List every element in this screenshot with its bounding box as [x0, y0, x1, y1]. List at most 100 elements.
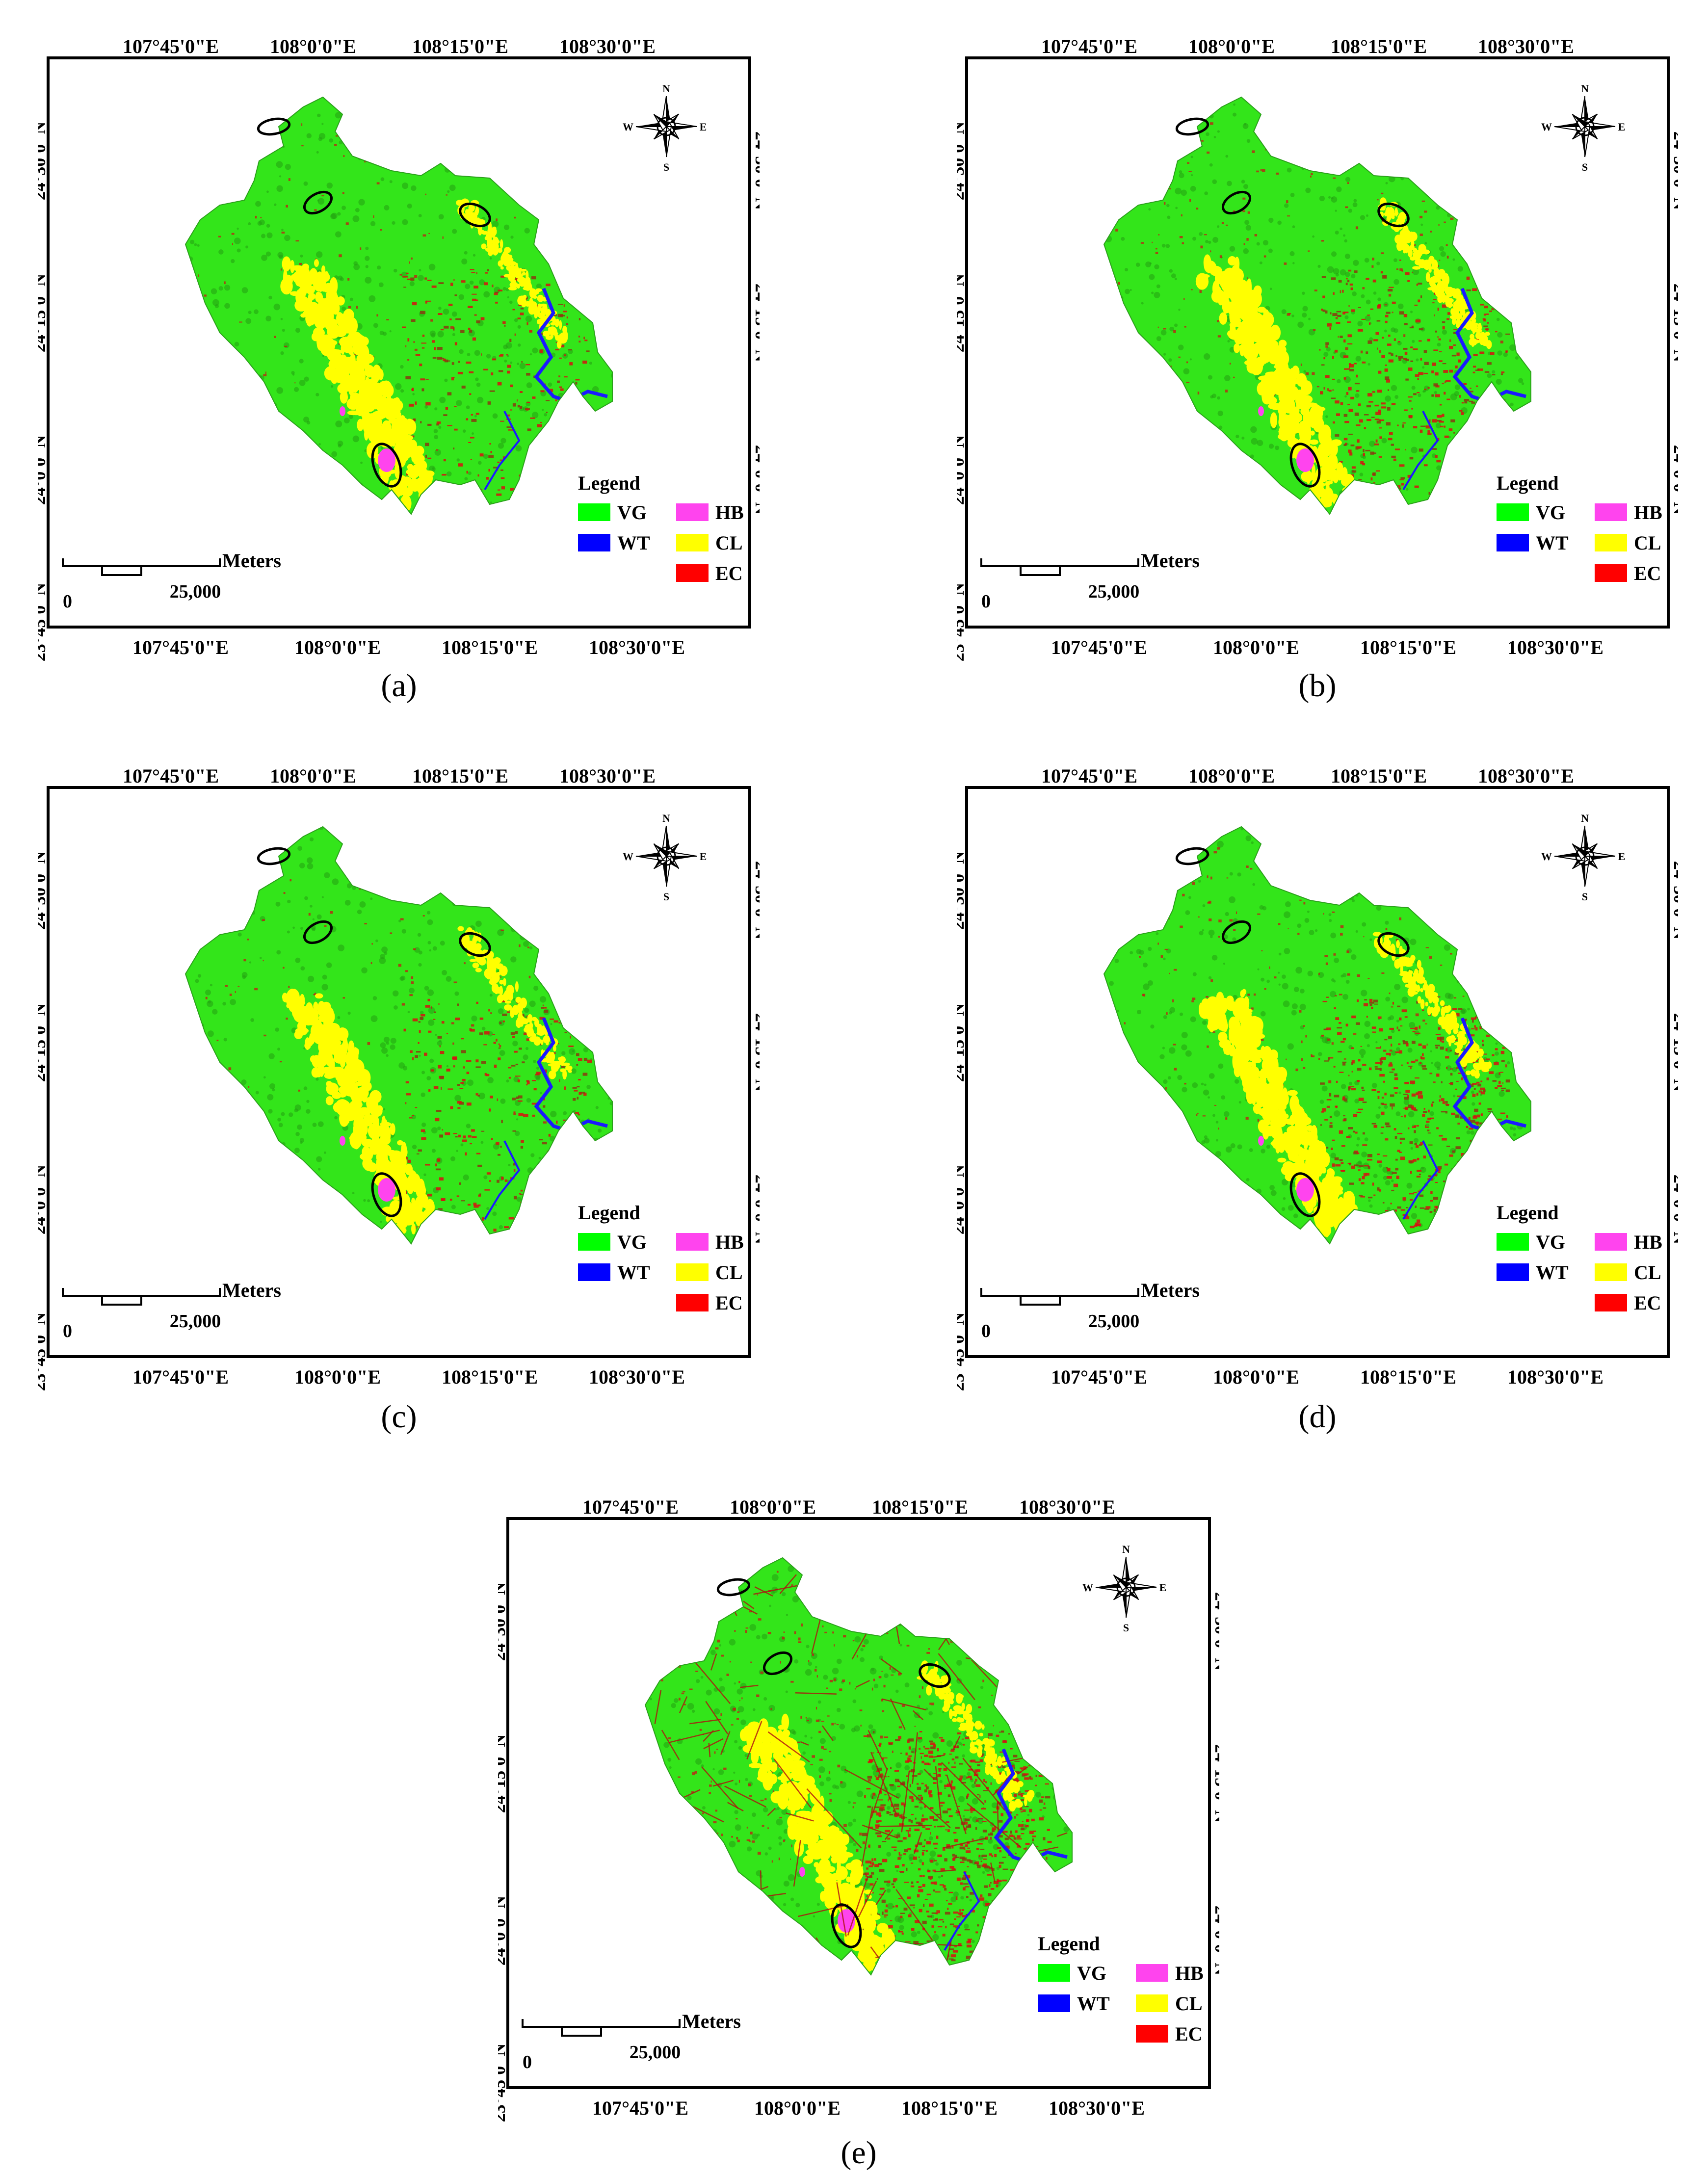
vegetation-texture [1435, 422, 1442, 429]
ec-patch [1505, 350, 1507, 353]
ec-patch [1439, 404, 1442, 406]
vegetation-texture [1461, 1008, 1467, 1014]
ec-patch [1319, 349, 1321, 351]
vegetation-texture [1336, 186, 1342, 192]
ec-patch [559, 357, 562, 359]
legend-swatch-ec [676, 1294, 709, 1311]
vegetation-texture [1457, 266, 1463, 272]
ec-patch [1340, 290, 1341, 293]
cl-patch [313, 278, 327, 292]
ec-patch [1381, 192, 1384, 194]
legend-swatch-ec [1595, 564, 1627, 582]
vegetation-texture [269, 1083, 276, 1089]
ec-patch [575, 382, 578, 385]
ec-patch [461, 280, 466, 283]
vegetation-texture [1167, 1076, 1171, 1080]
ec-patch [473, 1203, 477, 1206]
ec-patch [470, 1028, 475, 1032]
ec-patch [483, 1044, 487, 1046]
vegetation-texture [1259, 261, 1262, 264]
vegetation-texture [1190, 174, 1193, 177]
cl-patch [322, 303, 327, 313]
cl-patch [325, 1096, 334, 1105]
vegetation-texture [429, 1058, 434, 1063]
ec-patch [578, 318, 581, 320]
ec-patch [517, 317, 521, 319]
vegetation-texture [1282, 974, 1286, 979]
vegetation-texture [1245, 225, 1252, 231]
ec-patch [1382, 337, 1384, 339]
vegetation-texture [402, 182, 409, 189]
ec-patch [442, 236, 444, 239]
cl-patch [340, 390, 348, 404]
vegetation-texture [1439, 246, 1445, 251]
ec-patch [425, 300, 427, 304]
ec-patch [204, 294, 207, 297]
vegetation-texture [427, 919, 433, 925]
cl-patch [332, 1044, 344, 1057]
ec-patch [1437, 415, 1442, 418]
vegetation-texture [1159, 1054, 1165, 1059]
ec-patch [566, 323, 569, 325]
cl-patch [564, 331, 568, 341]
cl-patch [537, 1029, 546, 1036]
ec-patch [564, 1086, 566, 1090]
vegetation-texture [475, 377, 479, 381]
cl-patch [1404, 247, 1412, 253]
ec-patch [1338, 280, 1342, 283]
hb-patch [340, 1136, 345, 1146]
vegetation-texture [383, 1036, 390, 1043]
compass-e: E [700, 121, 707, 133]
vegetation-texture [318, 443, 321, 446]
vegetation-texture [307, 975, 315, 982]
vegetation-texture [300, 1141, 303, 1144]
cl-patch [404, 1163, 413, 1176]
vegetation-texture [1385, 182, 1388, 184]
ec-patch [526, 1015, 529, 1018]
cl-patch [527, 1014, 533, 1023]
top-lon-label: 107°45'0"E [1041, 38, 1137, 57]
vegetation-texture [306, 133, 312, 138]
ec-patch [526, 1081, 530, 1085]
vegetation-texture [368, 295, 376, 302]
vegetation-texture [380, 954, 386, 959]
vegetation-texture [255, 1091, 259, 1095]
ec-patch [1490, 352, 1495, 355]
vegetation-texture [550, 1023, 552, 1025]
ec-patch [489, 443, 492, 445]
cl-patch [498, 248, 502, 253]
legend-swatch-wt [1497, 534, 1529, 551]
vegetation-texture [222, 1001, 226, 1006]
vegetation-texture [259, 219, 265, 226]
ec-patch [479, 1032, 483, 1036]
ec-patch [415, 1055, 419, 1058]
vegetation-texture [1160, 329, 1167, 336]
cl-patch [561, 1062, 564, 1066]
ec-patch [1428, 419, 1431, 423]
vegetation-texture [418, 214, 422, 218]
ec-patch [473, 1205, 479, 1208]
ec-patch [1469, 391, 1473, 393]
compass-e: E [1618, 121, 1626, 133]
vegetation-texture [1300, 1025, 1304, 1030]
vegetation-texture [532, 347, 538, 354]
cl-patch [329, 277, 338, 295]
ec-patch [1361, 318, 1366, 320]
cl-patch [499, 966, 508, 976]
ec-patch [1247, 211, 1250, 214]
vegetation-texture [428, 1019, 435, 1026]
cl-patch [1296, 404, 1310, 410]
vegetation-texture [335, 231, 342, 238]
ec-patch [508, 1067, 512, 1069]
cl-patch [318, 331, 325, 346]
vegetation-texture [1185, 1050, 1192, 1057]
ec-patch [1320, 391, 1323, 394]
vegetation-texture [367, 1199, 370, 1203]
ec-patch [1140, 242, 1144, 244]
ec-patch [1385, 376, 1390, 380]
vegetation-texture [1282, 983, 1288, 990]
vegetation-texture [292, 926, 295, 929]
vegetation-texture [1335, 210, 1337, 212]
cl-patch [1251, 312, 1263, 327]
